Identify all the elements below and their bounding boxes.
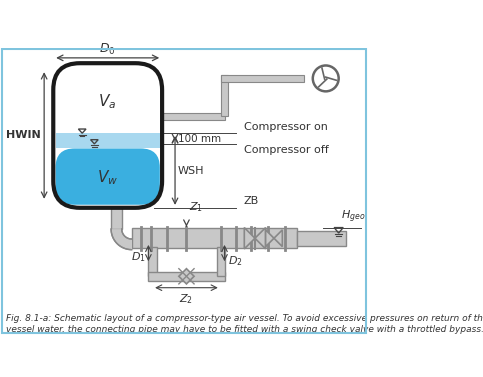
Polygon shape [255, 228, 266, 249]
Text: HWIN: HWIN [6, 130, 41, 141]
Text: $V_a$: $V_a$ [98, 92, 116, 110]
Polygon shape [266, 230, 274, 247]
Text: 100 mm: 100 mm [178, 133, 221, 144]
Text: Compressor on: Compressor on [243, 122, 327, 132]
Text: $D_0$: $D_0$ [99, 42, 115, 57]
FancyBboxPatch shape [148, 273, 225, 281]
Polygon shape [179, 269, 194, 284]
FancyBboxPatch shape [221, 75, 228, 116]
FancyBboxPatch shape [132, 228, 297, 248]
FancyBboxPatch shape [221, 75, 304, 82]
Text: Compressor off: Compressor off [243, 146, 328, 155]
Polygon shape [244, 228, 255, 249]
Text: WSH: WSH [178, 166, 205, 176]
FancyBboxPatch shape [217, 247, 225, 276]
Text: $V_w$: $V_w$ [97, 168, 118, 187]
Text: Fig. 8.1-a: Schematic layout of a compressor-type air vessel. To avoid excessive: Fig. 8.1-a: Schematic layout of a compre… [6, 314, 483, 334]
Polygon shape [56, 133, 160, 149]
Polygon shape [111, 229, 132, 250]
Text: $D_2$: $D_2$ [227, 254, 242, 268]
Text: $H_{geo}$: $H_{geo}$ [341, 209, 366, 225]
Polygon shape [274, 230, 283, 247]
Text: $Z_1$: $Z_1$ [189, 200, 203, 214]
Text: $Z_2$: $Z_2$ [180, 292, 194, 306]
FancyBboxPatch shape [111, 208, 122, 229]
Text: ZB: ZB [243, 196, 259, 206]
FancyBboxPatch shape [297, 231, 346, 246]
FancyBboxPatch shape [148, 247, 157, 276]
FancyBboxPatch shape [161, 113, 225, 120]
FancyBboxPatch shape [56, 149, 160, 205]
Text: $D_1$: $D_1$ [130, 250, 145, 264]
